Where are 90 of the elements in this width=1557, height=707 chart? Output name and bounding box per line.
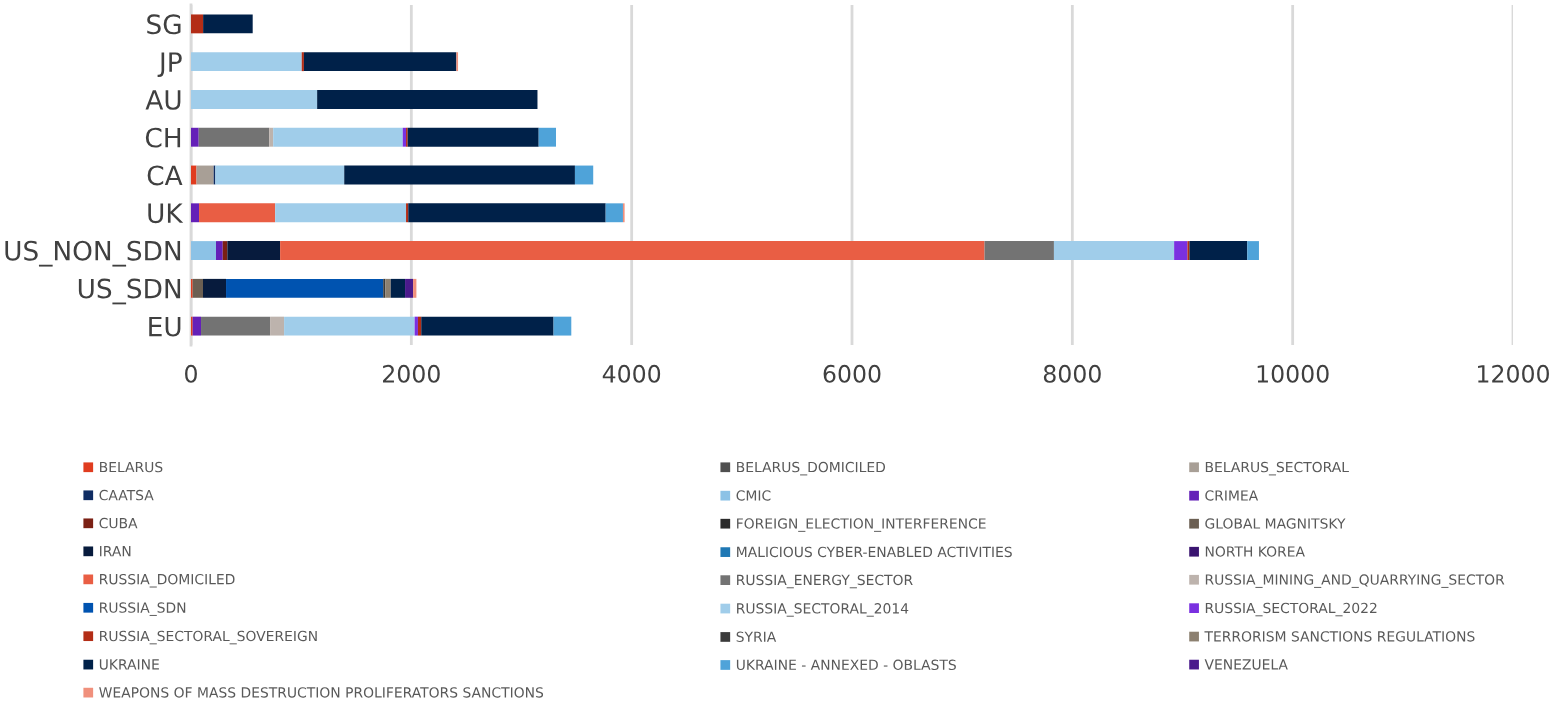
bar <box>344 165 575 185</box>
bar <box>273 127 403 147</box>
bar <box>408 203 606 223</box>
legend-label: UKRAINE <box>99 659 159 670</box>
legend-label: RUSSIA_SDN <box>100 602 186 616</box>
legend-label: BELARUS_SECTORAL <box>1205 461 1349 476</box>
legend-label: RUSSIA_DOMICILED <box>100 573 235 588</box>
bar <box>301 52 304 72</box>
bar <box>390 278 406 298</box>
bar <box>226 278 384 298</box>
legend-label: RUSSIA_SECTORAL_SOVEREIGN <box>100 630 317 645</box>
bar <box>1247 241 1259 260</box>
bar <box>414 316 418 336</box>
bar <box>280 241 985 260</box>
bar <box>1174 241 1188 260</box>
legend-label: RUSSIA_SECTORAL_2014 <box>737 603 909 617</box>
legend-label: RUSSIA_ENERGY_SECTOR <box>737 574 913 589</box>
bar <box>196 165 214 185</box>
bar <box>191 165 197 185</box>
bar <box>199 203 276 223</box>
bar <box>984 241 1054 260</box>
bar <box>574 165 594 185</box>
y-tick-label: CA <box>147 165 183 186</box>
y-tick-label: EU <box>149 316 181 337</box>
bar <box>201 316 271 336</box>
legend-label: BELARUS_DOMICILED <box>737 461 886 476</box>
bar <box>1053 241 1175 260</box>
legend-label: CUBA <box>99 517 138 529</box>
x-tick-label: 4000 <box>602 364 661 383</box>
legend-label: MALICIOUS CYBER-ENABLED ACTIVITIES <box>737 546 1012 558</box>
x-tick-label: 10000 <box>1257 364 1329 383</box>
bar <box>191 203 200 223</box>
bar <box>317 90 538 109</box>
legend-label: NORTH KOREA <box>1205 546 1305 557</box>
legend-label: CRIMEA <box>1205 490 1259 501</box>
bar <box>413 278 417 298</box>
bar <box>203 14 253 34</box>
y-tick-label: US_SDN <box>78 278 181 305</box>
bar <box>192 278 204 298</box>
legend-label: BELARUS <box>100 461 163 473</box>
legend-label: IRAN <box>100 546 131 557</box>
legend-label: CAATSA <box>99 489 154 501</box>
y-tick-label: US_NON_SDN <box>5 240 181 267</box>
legend-label: TERRORISM SANCTIONS REGULATIONS <box>1204 631 1475 642</box>
legend-label: SYRIA <box>736 631 777 643</box>
legend-label: RUSSIA_MINING_AND_QUARRYING_SECTOR <box>1205 574 1505 588</box>
legend-label: RUSSIA_SECTORAL_2022 <box>1205 602 1377 617</box>
bar <box>191 90 318 109</box>
legend-label: WEAPONS OF MASS DESTRUCTION PROLIFERATORS SANCTIONS <box>99 687 544 698</box>
bar <box>191 14 204 34</box>
bar <box>192 316 202 336</box>
x-tick-label: 8000 <box>1043 364 1101 383</box>
bar <box>538 127 556 147</box>
bar <box>191 241 217 260</box>
x-tick-label: 6000 <box>823 364 881 383</box>
bar <box>269 127 274 147</box>
legend-label: FOREIGN_ELECTION_INTERFERENCE <box>737 518 986 532</box>
bar <box>385 278 391 298</box>
bar <box>191 127 199 147</box>
y-tick-label: CH <box>145 127 181 148</box>
bar <box>402 127 407 147</box>
y-tick-label: JP <box>157 52 182 77</box>
bar <box>215 165 345 185</box>
legend-label: UKRAINE - ANNEXED - OBLASTS <box>736 659 956 671</box>
x-tick-label: 0 <box>185 364 197 383</box>
bar <box>275 203 407 223</box>
x-tick-label: 12000 <box>1478 364 1549 383</box>
bar <box>553 316 572 336</box>
bar <box>284 316 415 336</box>
bar <box>216 241 223 260</box>
bar <box>191 52 302 72</box>
bar <box>1189 241 1248 260</box>
y-tick-label: AU <box>145 90 181 110</box>
bar <box>405 278 414 298</box>
bar <box>270 316 285 336</box>
y-tick-label: UK <box>148 203 184 224</box>
x-tick-label: 2000 <box>383 364 440 383</box>
bar <box>417 316 422 336</box>
bar <box>421 316 554 336</box>
y-tick-label: SG <box>147 14 181 35</box>
bar <box>406 203 409 223</box>
bar <box>605 203 623 223</box>
legend-label: VENEZUELA <box>1204 659 1288 670</box>
bar <box>203 278 227 298</box>
bar <box>407 127 539 147</box>
legend-label: GLOBAL MAGNITSKY <box>1205 518 1346 529</box>
legend-label: CMIC <box>736 490 771 501</box>
bar <box>227 241 281 260</box>
bar <box>198 127 270 147</box>
bar <box>303 52 457 72</box>
